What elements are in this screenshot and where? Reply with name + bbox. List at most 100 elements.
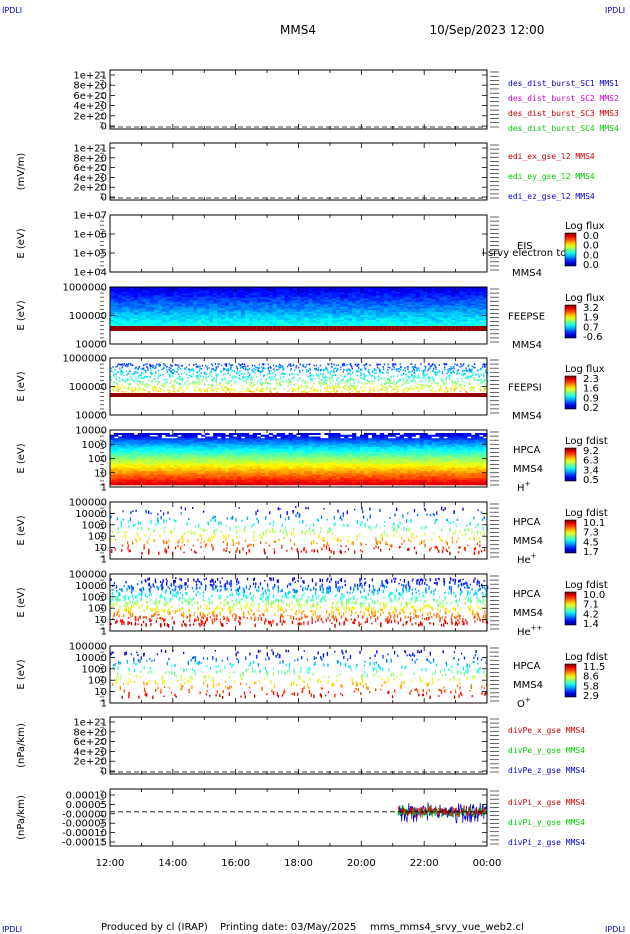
spectro-cell (110, 308, 115, 311)
spectro-cell (324, 377, 326, 380)
spectro-cell (383, 326, 389, 331)
spectro-cell (118, 376, 121, 379)
spectro-cell (328, 308, 333, 311)
spectro-cell (471, 373, 474, 375)
spectro-cell (357, 391, 359, 394)
spectro-cell (289, 384, 292, 387)
spectro-cell (459, 326, 464, 331)
spectro-cell (205, 295, 210, 298)
spectro-cell (248, 308, 254, 311)
spectro-cell (365, 363, 367, 366)
spectro-cell (403, 306, 408, 309)
spectro-cell (153, 301, 158, 304)
spectro-cell (145, 287, 150, 289)
spectro-cell (423, 291, 428, 294)
spectro-cell (300, 318, 305, 321)
spectro-cell (145, 382, 147, 385)
spectro-cell (173, 318, 178, 321)
spectro-cell (375, 310, 381, 313)
spectro-cell (161, 287, 166, 289)
spectro-cell (117, 311, 123, 314)
spectro-cell (158, 365, 161, 368)
spectro-cell (169, 290, 174, 293)
spectro-cell (260, 393, 266, 397)
spectro-cell (209, 326, 214, 331)
spectro-cell (233, 320, 238, 323)
spectro-cell (332, 288, 337, 291)
spectro-cell (459, 290, 464, 293)
spectro-cell (404, 367, 406, 369)
spectro-cell (253, 384, 256, 386)
spectro-cell (137, 464, 143, 467)
spectro-cell (268, 303, 274, 306)
spectro-cell (332, 390, 334, 393)
spectro-cell (440, 378, 443, 381)
spectro-cell (244, 296, 250, 299)
spectro-cell (320, 373, 322, 375)
spectro-cell (435, 308, 440, 311)
spectro-cell (256, 305, 262, 308)
spectro-cell (129, 467, 135, 470)
spectro-cell (241, 388, 244, 390)
spectro-cell (391, 315, 397, 318)
spectro-cell (479, 320, 484, 323)
spectro-cell (470, 371, 472, 373)
corner-label-bottom-right: IPDLI (605, 925, 625, 934)
spectro-cell (260, 301, 266, 304)
spectro-cell (423, 310, 428, 313)
spectro-cell (197, 310, 202, 313)
spectro-cell (211, 379, 213, 382)
y-tick-label: 100000 (69, 382, 107, 393)
spectro-cell (133, 478, 139, 481)
spectro-cell (296, 306, 301, 309)
spectro-cell (324, 301, 329, 304)
spectro-cell (308, 305, 313, 308)
spectro-cell (418, 384, 420, 387)
spectro-cell (213, 326, 218, 331)
spectro-cell (325, 382, 327, 385)
spectro-cell (125, 301, 131, 304)
spectro-cell (125, 318, 131, 321)
spectro-cell (213, 305, 218, 308)
spectro-cell (379, 298, 385, 301)
spectro-cell (308, 375, 310, 378)
spectro-cell (300, 298, 305, 301)
spectro-cell (209, 301, 214, 304)
spectro-cell (140, 384, 143, 386)
spectro-cell (199, 382, 201, 385)
spectro-cell (240, 315, 246, 318)
spectro-cell (401, 384, 403, 386)
spectro-cell (284, 326, 289, 331)
spectro-cell (344, 375, 347, 377)
spectro-cell (435, 318, 440, 321)
spectro-cell (165, 315, 170, 318)
spectro-cell (236, 288, 242, 291)
spectro-cell (173, 290, 178, 293)
spectro-cell (482, 363, 484, 366)
spectro-cell (309, 375, 311, 377)
spectro-cell (145, 291, 150, 294)
spectro-cell (475, 308, 480, 311)
spectro-cell (331, 366, 333, 368)
spectro-cell (252, 318, 258, 321)
spectro-cell (137, 481, 143, 484)
spectro-cell (406, 366, 408, 369)
spectro-cell (400, 374, 402, 376)
spectro-cell (165, 321, 170, 324)
spectro-cell (397, 386, 399, 388)
spectro-cell (113, 455, 119, 458)
spectro-cell (143, 375, 146, 378)
spectro-cell (112, 386, 114, 389)
spectro-cell (360, 393, 365, 397)
spectro-cell (125, 455, 131, 458)
spectro-cell (324, 293, 329, 296)
spectro-cell (451, 296, 456, 299)
spectro-cell (467, 318, 472, 321)
spectro-cell (339, 386, 341, 389)
spectro-cell (215, 387, 217, 390)
spectro-cell (240, 310, 246, 313)
spectro-cell (141, 313, 147, 316)
spectro-cell (226, 369, 229, 372)
spectro-cell (129, 363, 132, 365)
